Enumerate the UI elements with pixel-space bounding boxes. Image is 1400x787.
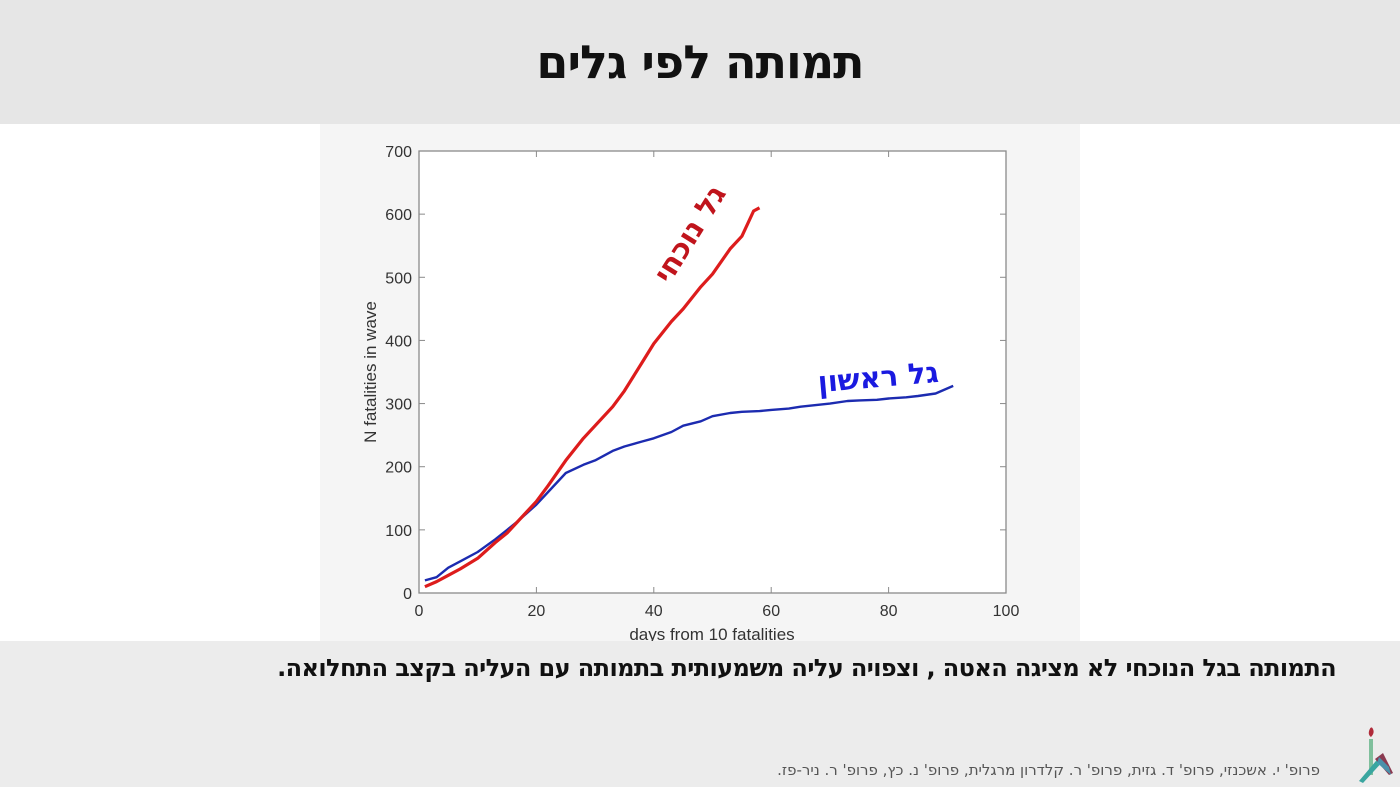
chart-panel: 0 100 200 300 400 500 600 700 0 20 40 60 80 100 N fa…	[320, 124, 1080, 641]
summary-text: התמותה בגל הנוכחי לא מציגה האטה , וצפויה…	[277, 654, 1336, 682]
x-tick-label: 80	[880, 603, 898, 620]
y-tick-label: 200	[385, 460, 412, 477]
plot-area	[418, 150, 1007, 594]
y-tick-label: 600	[385, 207, 412, 224]
y-axis: 0 100 200 300 400 500 600 700	[385, 144, 1006, 603]
slide-title: תמותה לפי גלים	[536, 35, 864, 89]
y-tick-label: 300	[385, 397, 412, 414]
author-credits: פרופ' י. אשכנזי, פרופ' ד. גזית, פרופ' ר.…	[777, 761, 1320, 779]
x-tick-label: 20	[528, 603, 546, 620]
y-tick-label: 700	[385, 144, 412, 161]
x-tick-label: 0	[415, 603, 424, 620]
x-tick-label: 40	[645, 603, 663, 620]
y-tick-label: 100	[385, 523, 412, 540]
x-axis: 0 20 40 60 80 100	[415, 151, 1020, 620]
first-wave-line	[424, 384, 954, 582]
bottom-band	[0, 641, 1400, 787]
current-wave-line	[424, 206, 761, 589]
y-axis-label: N fatalities in wave	[361, 301, 380, 443]
x-tick-label: 100	[993, 603, 1020, 620]
x-axis-label: days from 10 fatalities	[629, 625, 794, 641]
y-tick-label: 500	[385, 270, 412, 287]
fatalities-line-chart: 0 100 200 300 400 500 600 700 0 20 40 60 80 100 N fa…	[361, 144, 1020, 641]
institution-logo-icon	[1359, 727, 1393, 783]
y-tick-label: 400	[385, 333, 412, 350]
x-tick-label: 60	[762, 603, 780, 620]
title-band: תמותה לפי גלים	[0, 0, 1400, 124]
y-tick-label: 0	[403, 586, 412, 603]
